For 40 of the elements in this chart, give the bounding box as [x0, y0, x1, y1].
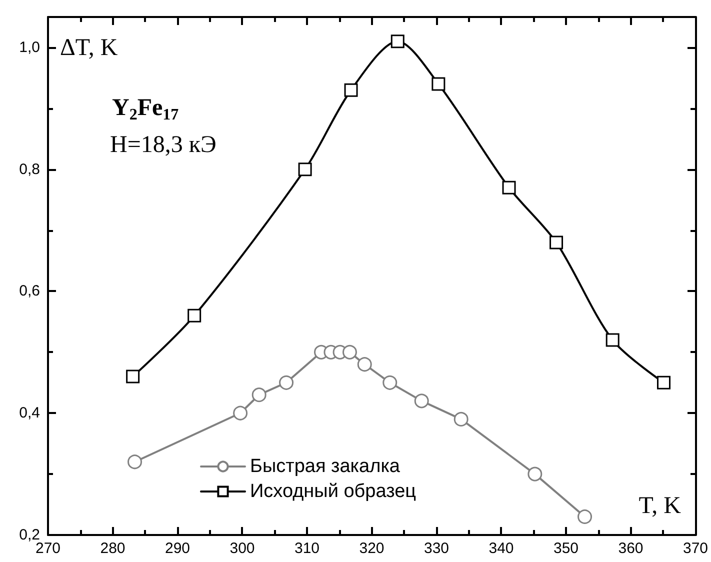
- x-tick-label: 350: [553, 540, 579, 557]
- point: [252, 388, 266, 402]
- point: [528, 466, 542, 482]
- point: [432, 77, 446, 91]
- point: [128, 454, 142, 470]
- legend-label: Исходный образец: [250, 481, 416, 502]
- x-tick-label: 300: [230, 540, 255, 557]
- x-tick-label: 280: [100, 540, 126, 557]
- x-tick-label: 330: [424, 540, 450, 557]
- x-tick-label: 290: [164, 540, 190, 557]
- y-axis-title: ΔT, K: [60, 35, 118, 61]
- point: [390, 34, 404, 48]
- legend-label: Быстрая закалка: [250, 456, 400, 477]
- x-tick-label: 340: [488, 540, 514, 557]
- point: [606, 333, 620, 347]
- point: [502, 180, 516, 194]
- y-tick-label: 0,8: [19, 160, 40, 178]
- point: [454, 412, 468, 426]
- point: [414, 394, 429, 408]
- x-tick-label: 310: [294, 540, 320, 557]
- point: [126, 370, 140, 384]
- point: [342, 344, 357, 360]
- point: [550, 236, 564, 250]
- x-tick-label: 320: [359, 540, 384, 557]
- y-tick-label: 0,4: [19, 404, 40, 422]
- point: [357, 357, 372, 372]
- point: [578, 509, 592, 524]
- x-tick-label: 360: [618, 540, 644, 557]
- y-tick-label: 0,6: [19, 282, 40, 300]
- point: [188, 308, 202, 322]
- point: [233, 406, 248, 420]
- x-axis-title: T, K: [638, 493, 682, 519]
- annotation: H=18,3 кЭ: [110, 132, 216, 158]
- point: [279, 375, 294, 390]
- point: [298, 162, 312, 176]
- point: [382, 375, 398, 390]
- point: [344, 83, 358, 97]
- point: [657, 376, 671, 390]
- x-tick-label: 370: [682, 540, 708, 557]
- y-tick-label: 1,0: [19, 38, 40, 56]
